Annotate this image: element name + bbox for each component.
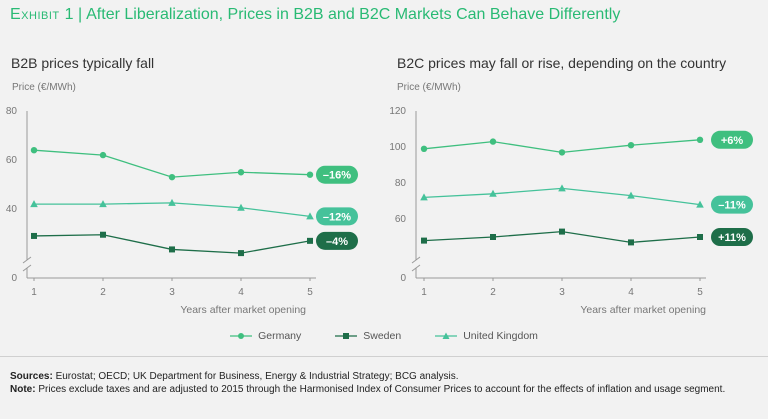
b2c-x-tick-label: 1 [421,287,427,298]
b2b-chart-title: B2B prices typically fall [11,55,155,71]
b2c-y-axis-label: Price (€/MWh) [397,82,461,93]
b2b-uk-point [30,200,38,208]
b2c-germany-change-label: +6% [721,135,744,147]
b2c-y-tick-label: 120 [389,106,406,117]
b2c-axis-break-mark [411,264,421,272]
b2c-sweden-change-badge [711,228,753,246]
b2b-germany-line [33,149,311,178]
b2b-y-tick-label: 0 [11,273,17,284]
b2c-sweden-point [490,234,496,240]
b2b-y-tick-label: 80 [6,106,18,117]
b2b-germany-change-badge [316,165,358,184]
b2c-y-tick-label: 80 [395,178,407,189]
b2b-sweden-point [100,231,106,238]
b2c-x-tick-label: 5 [697,287,703,298]
exhibit-heading: After Liberalization, Prices in B2B and … [86,6,621,23]
b2b-germany-point [99,151,107,159]
exhibit-title: Exhibit 1 | After Liberalization, Prices i… [10,6,620,24]
footnotes: Sources: Eurostat; OECD; UK Department f… [10,370,760,396]
b2b-sweden-point [169,246,175,253]
b2b-sweden-point [31,232,37,239]
b2b-sweden-point [238,250,244,257]
b2c-germany-point [489,138,497,145]
b2b-y-tick-label: 40 [6,204,18,215]
legend: Germany Sweden United Kingdom [0,330,768,342]
b2c-y-tick-label: 60 [395,214,407,225]
b2b-x-axis-label: Years after market opening [180,304,306,316]
b2c-sweden-change-label: +11% [718,232,746,244]
legend-germany-label: Germany [258,330,302,342]
b2b-sweden-change-label: –4% [326,236,348,248]
legend-germany: Germany [230,330,301,342]
b2b-germany-point [237,169,245,176]
b2b-sweden-change-badge [316,231,358,250]
legend-uk-label: United Kingdom [463,330,538,342]
legend-germany-marker-icon [230,333,253,339]
b2c-germany-change-badge [711,130,753,149]
b2c-x-axis-label: Years after market opening [580,304,706,316]
sources-label: Sources: [10,371,53,382]
b2c-axis-break-mark [411,256,421,264]
b2c-uk-point [696,200,704,208]
b2b-axis-break-mark [22,264,32,272]
b2c-x-tick-label: 2 [490,287,496,298]
b2b-germany-point [30,147,38,154]
b2c-sweden-point [697,234,703,240]
b2c-germany-point [627,142,635,149]
b2b-germany-point [306,171,314,178]
b2c-x-tick-label: 4 [628,287,634,298]
b2b-sweden-point [307,237,313,244]
b2c-chart: 0 60 80 100 120 1 2 3 4 5 Years after market openi… [389,106,753,316]
b2b-x-tick-label: 4 [238,287,244,298]
b2c-x-tick-label: 3 [559,287,565,298]
b2b-uk-point [99,200,107,208]
b2c-y-tick-label: 0 [400,273,406,284]
b2c-uk-point [420,193,428,201]
legend-sweden: Sweden [335,330,401,342]
note-text: Prices exclude taxes and are adjusted to… [38,384,726,395]
b2c-sweden-point [421,237,427,244]
b2b-uk-change-badge [316,207,358,226]
b2b-uk-point [168,198,176,206]
note-label: Note: [10,384,36,395]
b2c-germany-point [420,145,428,152]
b2b-axis-break-mark [22,256,32,264]
b2c-uk-change-badge [711,195,753,214]
b2b-x-tick-label: 3 [169,287,175,298]
footer-divider [0,356,768,357]
legend-uk-marker-icon [435,332,458,339]
b2c-sweden-point [559,228,565,235]
b2c-uk-point [558,184,566,192]
b2b-germany-change-label: –16% [323,170,351,182]
b2c-y-tick-label: 100 [389,142,406,153]
b2b-uk-point [237,203,245,211]
b2c-uk-point [489,189,497,197]
b2c-germany-point [558,149,566,156]
b2c-germany-point [696,136,704,143]
b2c-uk-change-label: –11% [718,200,746,212]
exhibit-separator: | [77,6,83,23]
legend-sweden-label: Sweden [363,330,402,342]
b2c-chart-title: B2C prices may fall or rise, depending o… [397,55,727,71]
b2b-x-tick-label: 1 [31,287,37,298]
b2b-x-tick-label: 2 [100,287,106,298]
legend-uk: United Kingdom [435,330,538,342]
b2b-uk-change-label: –12% [323,211,351,223]
b2b-x-tick-label: 5 [307,287,313,298]
b2c-uk-point [627,191,635,199]
b2b-germany-point [168,173,176,181]
legend-sweden-marker-icon [335,333,358,339]
sources-text: Eurostat; OECD; UK Department for Busine… [55,371,459,382]
exhibit-label: Exhibit 1 [10,6,74,23]
sources-line: Sources: Eurostat; OECD; UK Department f… [10,370,760,383]
b2b-y-tick-label: 60 [6,155,18,166]
b2b-y-axis-label: Price (€/MWh) [12,82,76,93]
note-line: Note: Prices exclude taxes and are adjus… [10,383,760,396]
b2c-sweden-point [628,239,634,246]
b2b-uk-point [306,212,314,220]
